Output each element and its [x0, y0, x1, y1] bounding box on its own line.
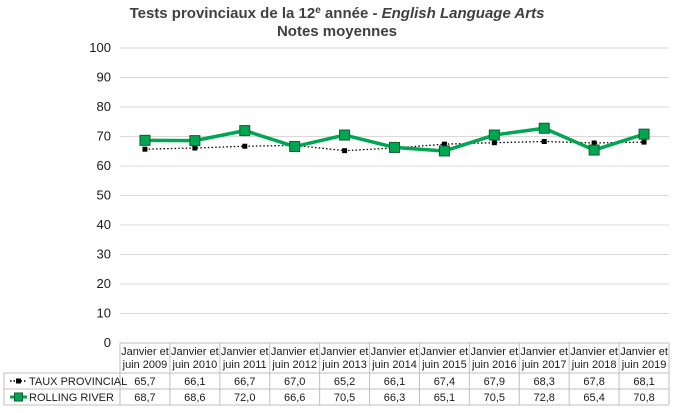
data-label: 65,1: [434, 392, 455, 404]
x-category-label: Janvier et: [121, 346, 169, 358]
chart-subtitle: Notes moyennes: [277, 23, 397, 40]
data-point-marker: [538, 122, 550, 134]
data-point-marker: [441, 141, 447, 147]
data-point-marker: [342, 148, 348, 154]
data-point-marker: [189, 135, 201, 147]
x-category-label: juin 2016: [471, 359, 517, 371]
x-category-label: Janvier et: [171, 346, 219, 358]
data-label: 66,7: [234, 376, 255, 388]
x-category-label: Janvier et: [371, 346, 419, 358]
y-tick-label: 90: [97, 70, 111, 85]
chart-title: Tests provinciaux de la 12e année - Engl…: [130, 5, 545, 22]
x-category-label: juin 2012: [271, 359, 317, 371]
series-lines: [139, 122, 650, 157]
y-tick-label: 20: [97, 276, 111, 291]
data-label: 67,4: [434, 376, 455, 388]
data-point-marker: [638, 128, 650, 140]
data-label: 65,2: [334, 376, 355, 388]
x-category-label: Janvier et: [520, 346, 568, 358]
x-category-label: Janvier et: [421, 346, 469, 358]
x-category-label: Janvier et: [271, 346, 319, 358]
data-point-marker: [242, 143, 248, 149]
x-category-label: Janvier et: [620, 346, 668, 358]
series-name: TAUX PROVINCIAL: [29, 376, 127, 388]
x-category-label: juin 2017: [521, 359, 567, 371]
data-point-marker: [488, 129, 500, 141]
data-point-marker: [591, 140, 597, 146]
data-point-marker: [139, 134, 151, 146]
y-tick-label: 100: [89, 40, 111, 55]
data-label: 66,1: [184, 376, 205, 388]
legend-marker-key: [16, 378, 21, 384]
data-label: 65,4: [583, 392, 604, 404]
data-label: 66,6: [284, 392, 305, 404]
data-label: 67,0: [284, 376, 305, 388]
data-label: 68,3: [534, 376, 555, 388]
y-tick-label: 10: [97, 306, 111, 321]
x-category-label: Janvier et: [570, 346, 618, 358]
x-category-label: juin 2011: [222, 359, 267, 371]
data-point-marker: [339, 129, 351, 141]
y-tick-label: 30: [97, 247, 111, 262]
y-tick-label: 70: [97, 129, 111, 144]
gridlines: [120, 47, 669, 344]
data-point-marker: [541, 139, 547, 145]
x-category-label: juin 2009: [122, 359, 168, 371]
data-point-marker: [588, 144, 600, 156]
x-category-label: juin 2015: [421, 359, 467, 371]
y-tick-label: 40: [97, 217, 111, 232]
data-point-marker: [491, 140, 497, 146]
x-category-label: Janvier et: [470, 346, 518, 358]
x-category-label: juin 2019: [621, 359, 667, 371]
y-tick-label: 60: [97, 158, 111, 173]
data-label: 66,1: [384, 376, 405, 388]
data-label: 72,0: [234, 392, 255, 404]
data-point-marker: [289, 141, 301, 153]
x-category-label: juin 2014: [371, 359, 417, 371]
x-category-label: juin 2018: [571, 359, 617, 371]
x-category-label: Janvier et: [221, 346, 269, 358]
data-point-marker: [142, 146, 148, 152]
data-label: 68,6: [184, 392, 205, 404]
data-label: 67,9: [484, 376, 505, 388]
data-point-marker: [389, 141, 400, 153]
data-label: 67,8: [583, 376, 604, 388]
x-category-label: juin 2010: [172, 359, 218, 371]
data-label: 70,5: [334, 392, 355, 404]
y-axis: 0 10 20 30 40 50 60 70 80 90 100: [89, 40, 111, 350]
data-point-marker: [641, 139, 647, 145]
data-label: 68,7: [134, 392, 155, 404]
y-tick-label: 80: [97, 99, 111, 114]
x-category-label: Janvier et: [321, 346, 369, 358]
data-label: 65,7: [134, 376, 155, 388]
data-label: 70,5: [484, 392, 505, 404]
data-point-marker: [239, 125, 251, 137]
data-label: 68,1: [633, 376, 654, 388]
data-label: 72,8: [534, 392, 555, 404]
legend-marker-key: [14, 392, 23, 402]
data-point-marker: [192, 145, 198, 151]
data-label: 66,3: [384, 392, 405, 404]
data-label: 70,8: [633, 392, 654, 404]
y-tick-label: 0: [104, 335, 111, 350]
y-tick-label: 50: [97, 188, 111, 203]
series-name: ROLLING RIVER: [29, 392, 114, 404]
x-category-label: juin 2013: [321, 359, 367, 371]
data-point-marker: [438, 145, 450, 157]
